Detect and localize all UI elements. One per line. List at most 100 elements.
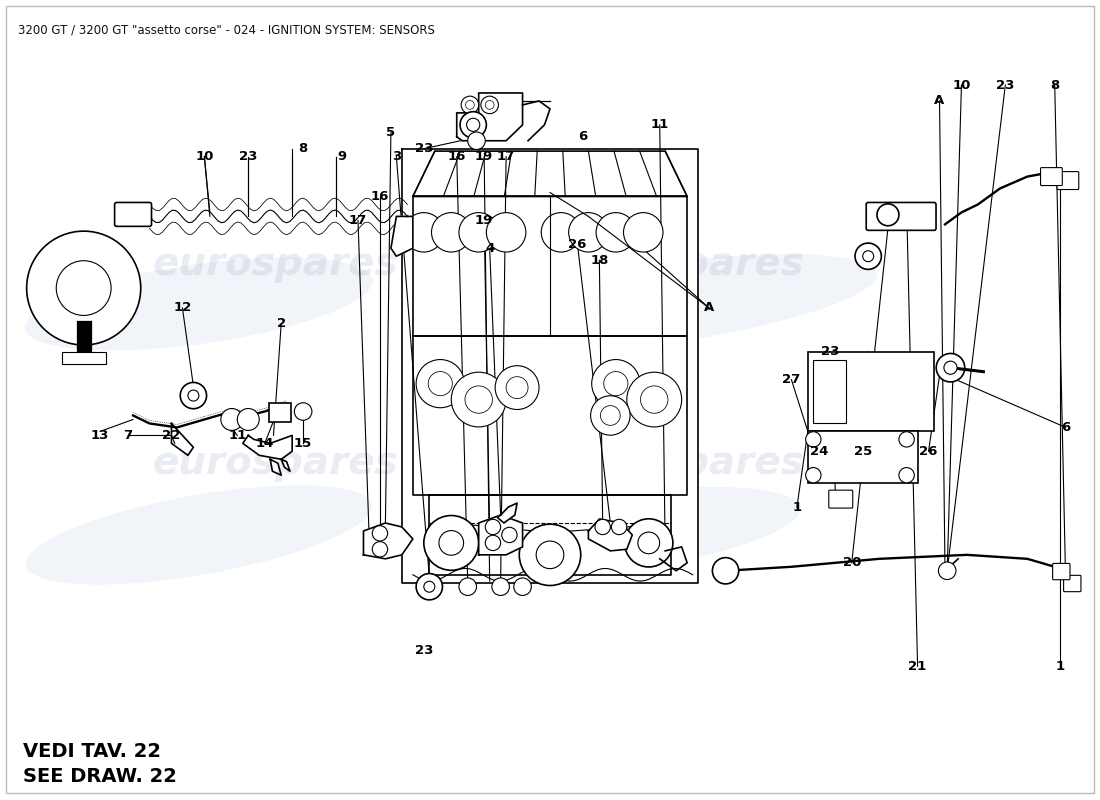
Text: 1: 1 [1056, 660, 1065, 673]
Circle shape [461, 96, 478, 114]
FancyBboxPatch shape [1041, 168, 1063, 186]
Text: 16: 16 [371, 190, 389, 203]
Circle shape [188, 390, 199, 401]
Text: 1: 1 [792, 501, 802, 514]
Circle shape [612, 519, 627, 534]
Text: 4: 4 [485, 242, 494, 254]
Circle shape [862, 250, 873, 262]
Circle shape [295, 402, 312, 420]
Text: 14: 14 [255, 437, 274, 450]
Circle shape [502, 527, 517, 542]
Circle shape [465, 101, 474, 110]
Circle shape [877, 204, 899, 226]
FancyBboxPatch shape [62, 352, 106, 364]
Text: 23: 23 [997, 78, 1014, 91]
Text: 6: 6 [579, 130, 587, 143]
Polygon shape [478, 515, 522, 555]
FancyBboxPatch shape [114, 202, 152, 226]
Circle shape [466, 118, 480, 131]
Circle shape [625, 519, 673, 567]
Text: 13: 13 [91, 429, 109, 442]
Text: 10: 10 [195, 150, 213, 163]
Ellipse shape [25, 258, 373, 350]
Text: A: A [704, 302, 714, 314]
Circle shape [627, 372, 682, 427]
Circle shape [805, 432, 821, 447]
Circle shape [485, 519, 501, 534]
FancyBboxPatch shape [270, 402, 292, 422]
Text: 17: 17 [497, 150, 515, 163]
Text: 3: 3 [392, 150, 402, 163]
FancyBboxPatch shape [866, 202, 936, 230]
FancyBboxPatch shape [813, 360, 846, 423]
FancyBboxPatch shape [807, 352, 934, 431]
Text: 9: 9 [337, 150, 346, 163]
Circle shape [404, 213, 443, 252]
Polygon shape [390, 217, 412, 256]
Text: 20: 20 [843, 556, 861, 570]
Ellipse shape [409, 487, 801, 583]
Circle shape [465, 386, 493, 414]
Circle shape [713, 558, 739, 584]
Text: eurospares: eurospares [559, 245, 804, 283]
Polygon shape [412, 336, 688, 495]
Text: 22: 22 [163, 429, 180, 442]
Circle shape [536, 541, 564, 569]
Text: 11: 11 [228, 429, 246, 442]
Text: 5: 5 [386, 126, 396, 139]
Text: 11: 11 [650, 118, 669, 131]
Circle shape [506, 377, 528, 398]
Circle shape [221, 409, 243, 430]
Circle shape [372, 542, 387, 557]
Text: 23: 23 [415, 142, 433, 155]
Circle shape [936, 354, 965, 382]
Text: 26: 26 [569, 238, 586, 250]
Polygon shape [243, 435, 293, 459]
Circle shape [451, 372, 506, 427]
FancyBboxPatch shape [1057, 172, 1079, 190]
Text: 6: 6 [1062, 421, 1070, 434]
Ellipse shape [26, 486, 372, 585]
Text: 19: 19 [475, 150, 493, 163]
Text: 23: 23 [415, 644, 433, 657]
Circle shape [460, 112, 486, 138]
Circle shape [439, 530, 463, 555]
Circle shape [596, 213, 636, 252]
Polygon shape [412, 151, 688, 197]
Text: 3200 GT / 3200 GT "assetto corse" - 024 - IGNITION SYSTEM: SENSORS: 3200 GT / 3200 GT "assetto corse" - 024 … [18, 24, 434, 37]
Circle shape [495, 366, 539, 410]
Polygon shape [412, 197, 688, 336]
Text: 8: 8 [1050, 78, 1059, 91]
Ellipse shape [442, 254, 877, 354]
FancyBboxPatch shape [1053, 563, 1070, 580]
Text: eurospares: eurospares [153, 245, 398, 283]
Circle shape [481, 96, 498, 114]
Circle shape [485, 101, 494, 110]
Text: 27: 27 [782, 373, 801, 386]
Circle shape [601, 406, 620, 426]
Circle shape [640, 386, 668, 414]
FancyBboxPatch shape [807, 431, 917, 483]
Circle shape [595, 519, 610, 534]
Circle shape [485, 535, 501, 550]
Circle shape [26, 231, 141, 345]
Circle shape [569, 213, 608, 252]
Text: 7: 7 [123, 429, 132, 442]
Circle shape [372, 526, 387, 541]
Circle shape [431, 213, 471, 252]
Circle shape [459, 213, 498, 252]
Circle shape [591, 396, 630, 435]
Text: 23: 23 [821, 346, 839, 358]
Circle shape [416, 359, 464, 408]
Text: 12: 12 [174, 302, 191, 314]
Circle shape [459, 578, 476, 595]
Text: eurospares: eurospares [559, 444, 804, 482]
Circle shape [938, 562, 956, 579]
Circle shape [180, 382, 207, 409]
Circle shape [624, 213, 663, 252]
Text: 21: 21 [909, 660, 926, 673]
Polygon shape [588, 519, 632, 551]
FancyBboxPatch shape [828, 490, 852, 508]
Circle shape [424, 582, 434, 592]
Text: eurospares: eurospares [153, 444, 398, 482]
